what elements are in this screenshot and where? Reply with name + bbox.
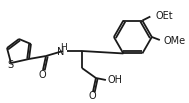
Text: OMe: OMe bbox=[164, 36, 186, 46]
Text: S: S bbox=[7, 60, 13, 70]
Text: O: O bbox=[38, 70, 46, 80]
Text: O: O bbox=[88, 91, 96, 101]
Text: N: N bbox=[57, 47, 65, 57]
Text: OH: OH bbox=[107, 75, 122, 85]
Text: OEt: OEt bbox=[156, 11, 173, 20]
Text: H: H bbox=[60, 43, 67, 52]
